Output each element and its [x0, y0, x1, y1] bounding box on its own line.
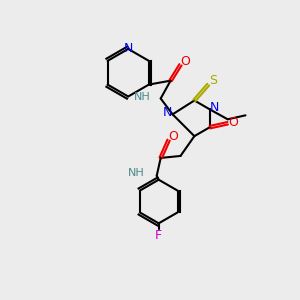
Text: O: O [181, 55, 190, 68]
Text: N: N [124, 42, 133, 56]
Text: N: N [163, 106, 172, 119]
Text: O: O [169, 130, 178, 142]
Text: NH: NH [134, 92, 151, 101]
Text: F: F [155, 229, 162, 242]
Text: NH: NH [128, 168, 145, 178]
Text: O: O [229, 116, 238, 129]
Text: N: N [210, 101, 220, 114]
Text: S: S [209, 74, 217, 87]
